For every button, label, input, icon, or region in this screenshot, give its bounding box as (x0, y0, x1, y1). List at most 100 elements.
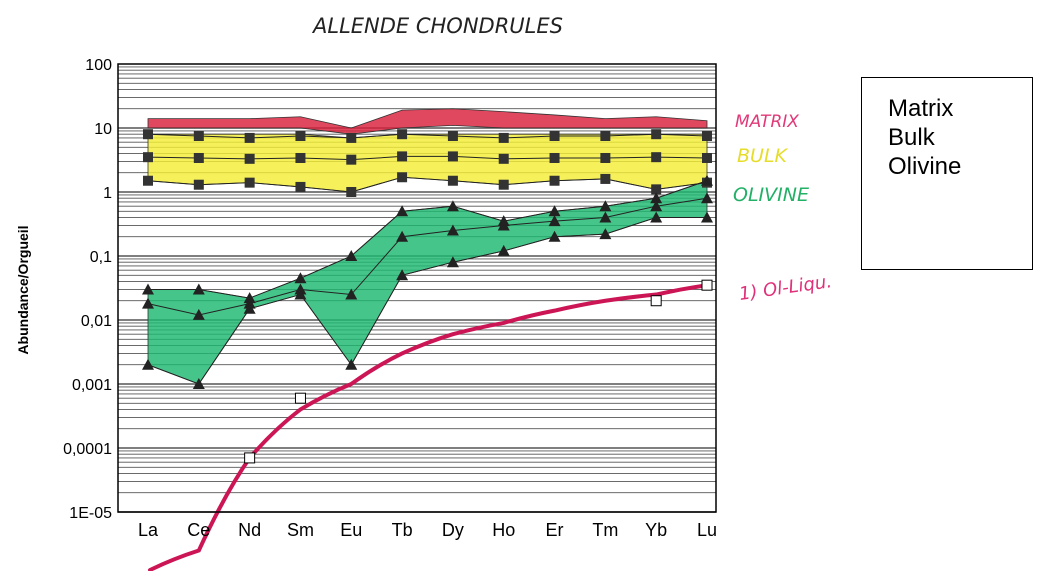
data-point-square (549, 130, 560, 141)
x-tick-label: Lu (697, 520, 717, 540)
data-point-open-square (294, 392, 306, 404)
legend-bulk: Bulk (888, 124, 935, 151)
data-point-square (193, 130, 204, 141)
data-point-triangle (701, 174, 713, 186)
data-point-triangle (701, 211, 713, 223)
x-tick-label: Dy (442, 520, 464, 540)
data-point-triangle (650, 192, 663, 204)
data-point-open-square (701, 279, 713, 291)
data-point-triangle (701, 192, 713, 204)
ol-liqu-curve (148, 283, 709, 571)
data-point-triangle (294, 272, 307, 284)
data-point-square (498, 179, 509, 190)
data-point-square (143, 129, 153, 140)
legend-box: Matrix Bulk Olivine (861, 77, 1033, 270)
data-point-square (702, 152, 712, 163)
data-point-square (295, 152, 306, 163)
data-point-square (651, 129, 662, 140)
y-tick-label: 0,1 (90, 249, 112, 266)
data-point-square (498, 132, 509, 143)
band-matrix (147, 108, 708, 135)
label-matrix: MATRIX (735, 112, 799, 132)
chart-title: ALLENDE CHONDRULES (311, 14, 563, 38)
x-tick-label: Tb (392, 520, 413, 540)
data-point-open-square (244, 452, 256, 464)
data-point-triangle (142, 358, 154, 370)
x-tick-labels: La Ce Nd Sm Eu Tb Dy Ho Er Tm Yb Lu (138, 520, 717, 540)
y-tick-label: 0,0001 (63, 441, 112, 458)
data-point-square (143, 152, 153, 163)
data-point-square (600, 152, 611, 163)
series-line-olivine (148, 180, 708, 299)
label-olivine: OLIVINE (733, 184, 809, 206)
data-point-triangle (243, 302, 256, 314)
data-point-triangle (446, 256, 459, 268)
data-point-triangle (396, 230, 409, 242)
x-tick-label: La (138, 520, 159, 540)
data-point-triangle (599, 228, 612, 240)
data-point-square (651, 152, 662, 163)
data-point-triangle (446, 224, 459, 236)
data-point-square (244, 132, 255, 143)
series-line-bulk (147, 155, 708, 161)
x-tick-label: Tm (592, 520, 618, 540)
data-point-square (346, 154, 357, 165)
y-tick-label: 0,01 (81, 313, 112, 330)
x-tick-label: Nd (238, 520, 261, 540)
data-point-square (193, 152, 204, 163)
y-tick-label: 1E-05 (69, 505, 112, 522)
data-point-triangle (243, 292, 256, 304)
data-point-square (447, 151, 458, 162)
data-point-square (244, 177, 255, 188)
data-point-square (549, 175, 560, 186)
data-point-square (397, 151, 408, 162)
data-point-triangle (599, 211, 612, 223)
x-tick-label: Ce (187, 520, 210, 540)
data-marks (142, 129, 713, 571)
data-point-square (295, 181, 306, 192)
data-point-triangle (396, 269, 409, 281)
y-tick-labels: 100 10 1 0,1 0,01 0,001 0,0001 1E-05 (63, 57, 112, 522)
data-point-triangle (548, 205, 561, 217)
x-tick-label: Er (546, 520, 564, 540)
data-point-triangle (192, 378, 205, 389)
data-point-square (346, 187, 357, 197)
legend-matrix: Matrix (888, 95, 954, 122)
data-point-square (549, 152, 560, 163)
data-point-triangle (396, 205, 409, 217)
y-tick-label: 10 (94, 121, 112, 138)
data-point-triangle (345, 288, 358, 300)
data-point-square (295, 130, 306, 141)
x-tick-label: Yb (645, 520, 667, 540)
data-point-square (651, 184, 662, 195)
y-tick-label: 100 (85, 57, 112, 74)
data-point-triangle (650, 211, 663, 223)
data-point-triangle (497, 219, 510, 231)
label-bulk: BULK (737, 145, 789, 167)
data-point-triangle (650, 200, 663, 212)
data-point-square (447, 175, 458, 186)
data-point-triangle (548, 215, 561, 227)
data-point-triangle (294, 288, 307, 300)
x-tick-label: Eu (340, 520, 362, 540)
series-line-bulk (147, 176, 708, 193)
data-point-square (397, 129, 408, 140)
plot-grid (118, 66, 716, 513)
data-point-square (346, 132, 357, 143)
y-tick-label: 1 (103, 185, 112, 202)
data-point-triangle (142, 283, 154, 295)
x-tick-label: Sm (287, 520, 314, 540)
data-point-triangle (142, 297, 154, 309)
data-point-triangle (192, 283, 205, 295)
series-line-bulk (147, 133, 708, 139)
data-point-square (397, 172, 408, 183)
data-point-square (498, 153, 509, 164)
plot-frame (117, 63, 717, 513)
data-point-triangle (446, 200, 459, 212)
data-point-square (600, 173, 611, 184)
data-point-triangle (548, 230, 561, 242)
data-point-square (244, 153, 255, 164)
data-point-triangle (345, 358, 358, 370)
data-point-square (193, 179, 204, 190)
